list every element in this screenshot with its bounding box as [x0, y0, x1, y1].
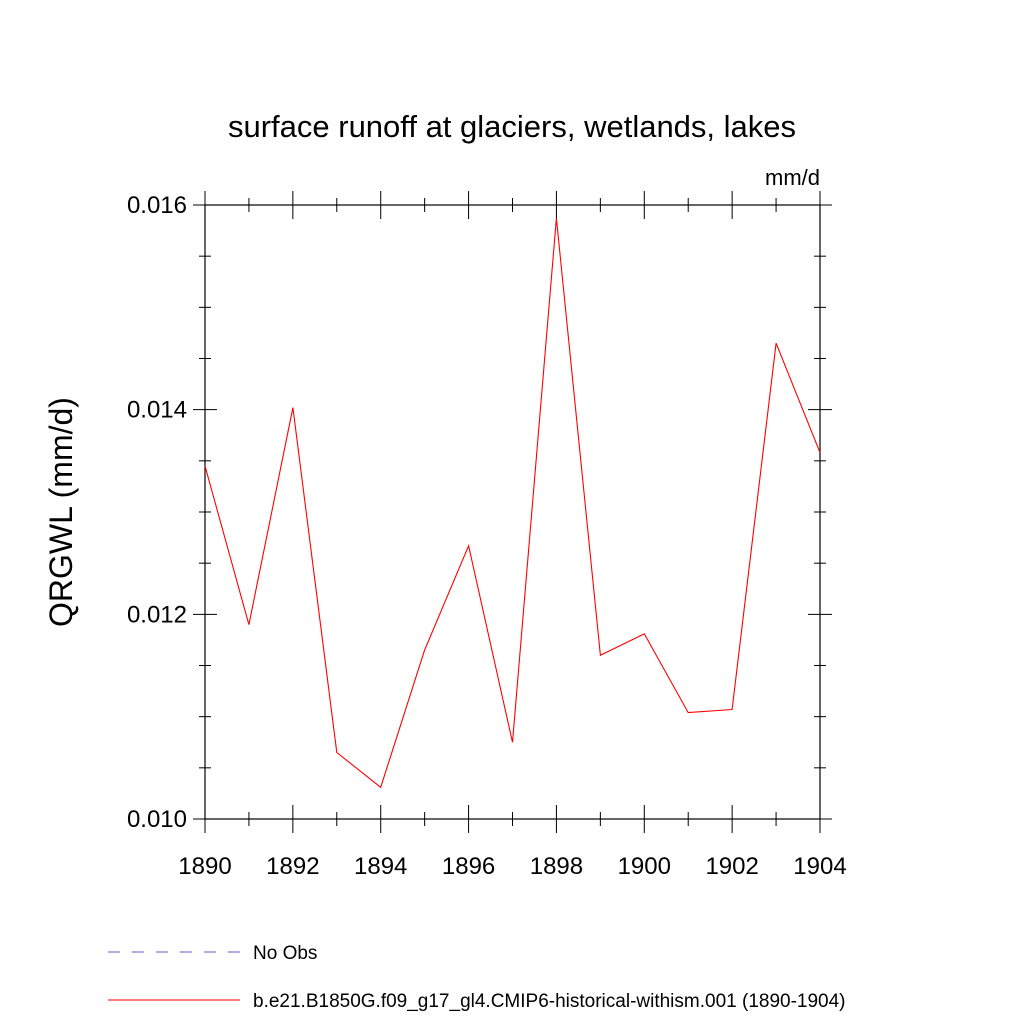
chart-title: surface runoff at glaciers, wetlands, la… — [228, 109, 796, 144]
x-tick-label: 1894 — [354, 853, 407, 880]
x-tick-label: 1896 — [442, 853, 495, 880]
y-tick-label: 0.010 — [127, 806, 187, 833]
series-layer — [204, 218, 821, 789]
x-tick-label: 1904 — [793, 853, 846, 880]
x-axis-ticks: 1890 1892 1894 1896 1898 1900 1902 1904 — [178, 191, 847, 880]
x-tick-label: 1900 — [618, 853, 671, 880]
y-tick-label: 0.014 — [127, 397, 187, 424]
series-line — [204, 218, 821, 789]
y-tick-label: 0.016 — [127, 192, 187, 219]
legend: No Obs b.e21.B1850G.f09_g17_gl4.CMIP6-his… — [108, 943, 846, 1012]
y-axis-ticks: 0.010 0.012 0.014 0.016 — [127, 192, 832, 833]
x-tick-label: 1902 — [705, 853, 758, 880]
y-axis-label: QRGWL (mm/d) — [43, 397, 79, 627]
y-tick-label: 0.012 — [127, 601, 187, 628]
units-label: mm/d — [765, 165, 820, 190]
legend-label: b.e21.B1850G.f09_g17_gl4.CMIP6-historica… — [253, 991, 846, 1012]
plot-frame — [204, 204, 821, 820]
legend-label: No Obs — [253, 943, 317, 964]
x-tick-label: 1898 — [530, 853, 583, 880]
x-tick-label: 1892 — [266, 853, 319, 880]
x-tick-label: 1890 — [178, 853, 231, 880]
